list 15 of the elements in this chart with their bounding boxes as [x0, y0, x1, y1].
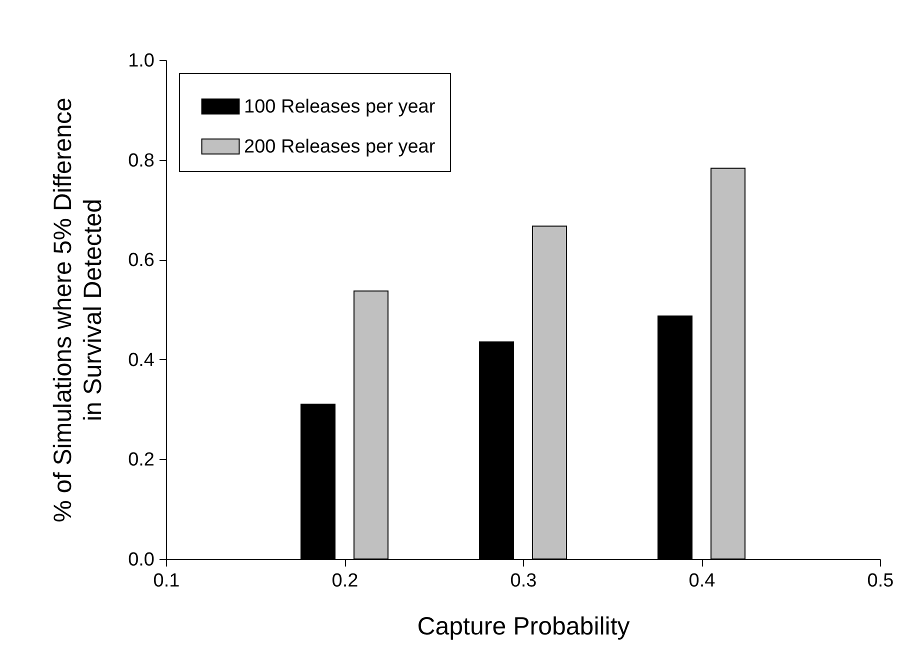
x-axis-title: Capture Probability	[417, 612, 630, 640]
legend-label: 200 Releases per year	[244, 136, 436, 158]
y-tick-label: 0.4	[128, 350, 155, 371]
y-tick-label: 0.6	[128, 250, 154, 272]
x-tick-label: 0.3	[510, 570, 537, 592]
y-axis-title: % of Simulations where 5% Difference in Survival Detected	[49, 98, 108, 522]
x-tick-label: 0.1	[153, 570, 180, 592]
x-tick-label: 0.2	[332, 570, 358, 592]
x-tick-label: 0.4	[688, 570, 716, 592]
x-tick-label: 0.5	[867, 570, 894, 592]
legend-label: 100 Releases per year	[244, 96, 436, 118]
y-tick-label: 0.0	[128, 550, 154, 570]
y-tick-label: 0.8	[128, 150, 154, 172]
y-tick-label: 1.0	[128, 50, 154, 72]
y-tick-label: 0.2	[128, 450, 154, 471]
